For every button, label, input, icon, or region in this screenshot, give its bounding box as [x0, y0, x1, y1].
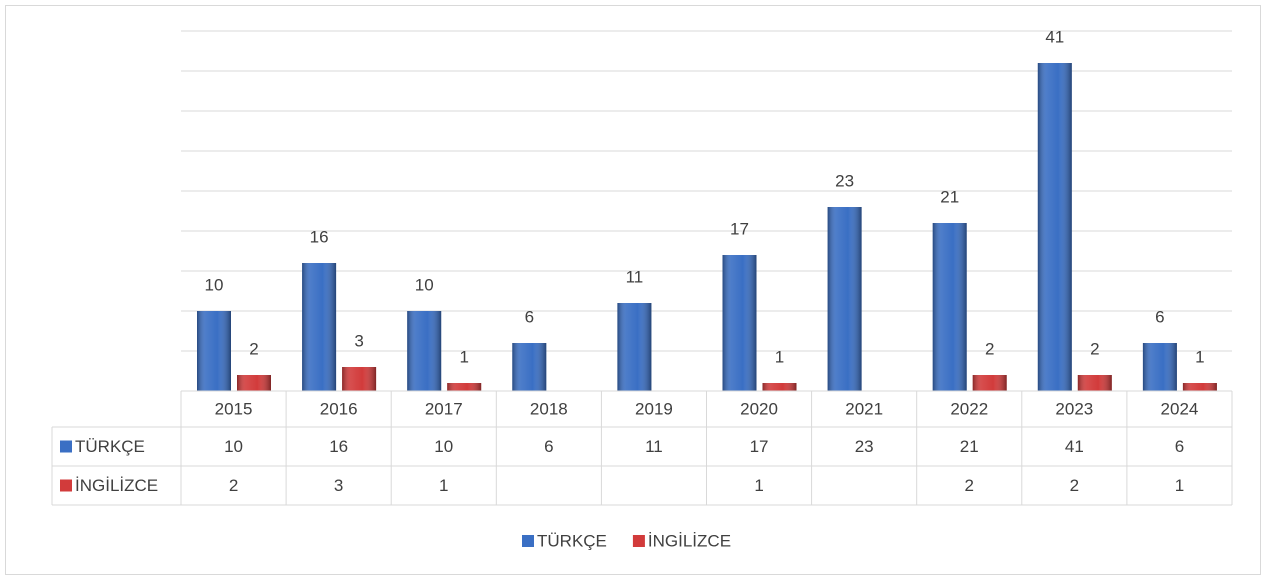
data-label: 6 [525, 307, 534, 326]
data-label: 1 [1195, 347, 1204, 366]
data-label: 3 [354, 331, 363, 350]
table-legend-key [60, 479, 72, 492]
table-value: 17 [750, 437, 769, 456]
table-series-name: TÜRKÇE [75, 437, 145, 456]
data-label: 11 [626, 267, 644, 286]
table-value: 11 [645, 437, 663, 456]
bar-shade [1077, 375, 1112, 391]
bar-shade [972, 375, 1007, 391]
legend-label: TÜRKÇE [537, 531, 607, 550]
x-tick-label: 2022 [950, 399, 988, 418]
bar-shade [512, 343, 547, 391]
bar-shade [932, 223, 967, 391]
table-value: 23 [855, 437, 874, 456]
bar-shade [1182, 383, 1217, 391]
data-label: 17 [730, 219, 749, 238]
table-value: 2 [229, 476, 238, 495]
x-tick-label: 2017 [425, 399, 463, 418]
bar-shade [762, 383, 797, 391]
x-tick-label: 2019 [635, 399, 673, 418]
table-value: 6 [1175, 437, 1184, 456]
table-value: 1 [439, 476, 448, 495]
bar-shade [197, 311, 231, 391]
data-label: 6 [1155, 307, 1164, 326]
table-value: 6 [544, 437, 553, 456]
bar-shade [617, 303, 652, 391]
table-value: 1 [754, 476, 763, 495]
table-legend-key [60, 440, 72, 453]
bar-shade [1037, 63, 1072, 391]
bar-shade [1142, 343, 1177, 391]
legend-label: İNGİLİZCE [648, 531, 731, 550]
table-value: 2 [965, 476, 974, 495]
data-label: 23 [835, 171, 854, 190]
x-tick-label: 2015 [215, 399, 253, 418]
x-tick-label: 2018 [530, 399, 568, 418]
table-value: 16 [329, 437, 348, 456]
table-value: 41 [1065, 437, 1084, 456]
legend-key [522, 535, 534, 547]
x-tick-label: 2023 [1055, 399, 1093, 418]
x-tick-label: 2024 [1161, 399, 1199, 418]
table-series-name: İNGİLİZCE [75, 476, 158, 495]
data-label: 21 [940, 187, 959, 206]
data-label: 2 [1090, 339, 1099, 358]
bar-shade [827, 207, 862, 391]
bar-shade [447, 383, 482, 391]
table-value: 3 [334, 476, 343, 495]
data-label: 41 [1045, 27, 1064, 46]
data-label: 1 [775, 347, 784, 366]
data-label: 1 [459, 347, 468, 366]
table-value: 21 [960, 437, 979, 456]
bar-shade [237, 375, 271, 391]
bar-shade [342, 367, 377, 391]
x-tick-label: 2016 [320, 399, 358, 418]
x-tick-label: 2020 [740, 399, 778, 418]
bar-shade [302, 263, 337, 391]
legend-key [632, 535, 645, 547]
bar-shade [722, 255, 757, 391]
bar-shade [407, 311, 442, 391]
table-value: 10 [434, 437, 453, 456]
x-tick-label: 2021 [845, 399, 883, 418]
data-label: 16 [310, 227, 329, 246]
data-label: 10 [205, 275, 224, 294]
data-label: 2 [985, 339, 994, 358]
data-label: 2 [249, 339, 258, 358]
table-value: 2 [1070, 476, 1079, 495]
table-value: 10 [224, 437, 243, 456]
table-value: 1 [1175, 476, 1184, 495]
data-label: 10 [415, 275, 434, 294]
